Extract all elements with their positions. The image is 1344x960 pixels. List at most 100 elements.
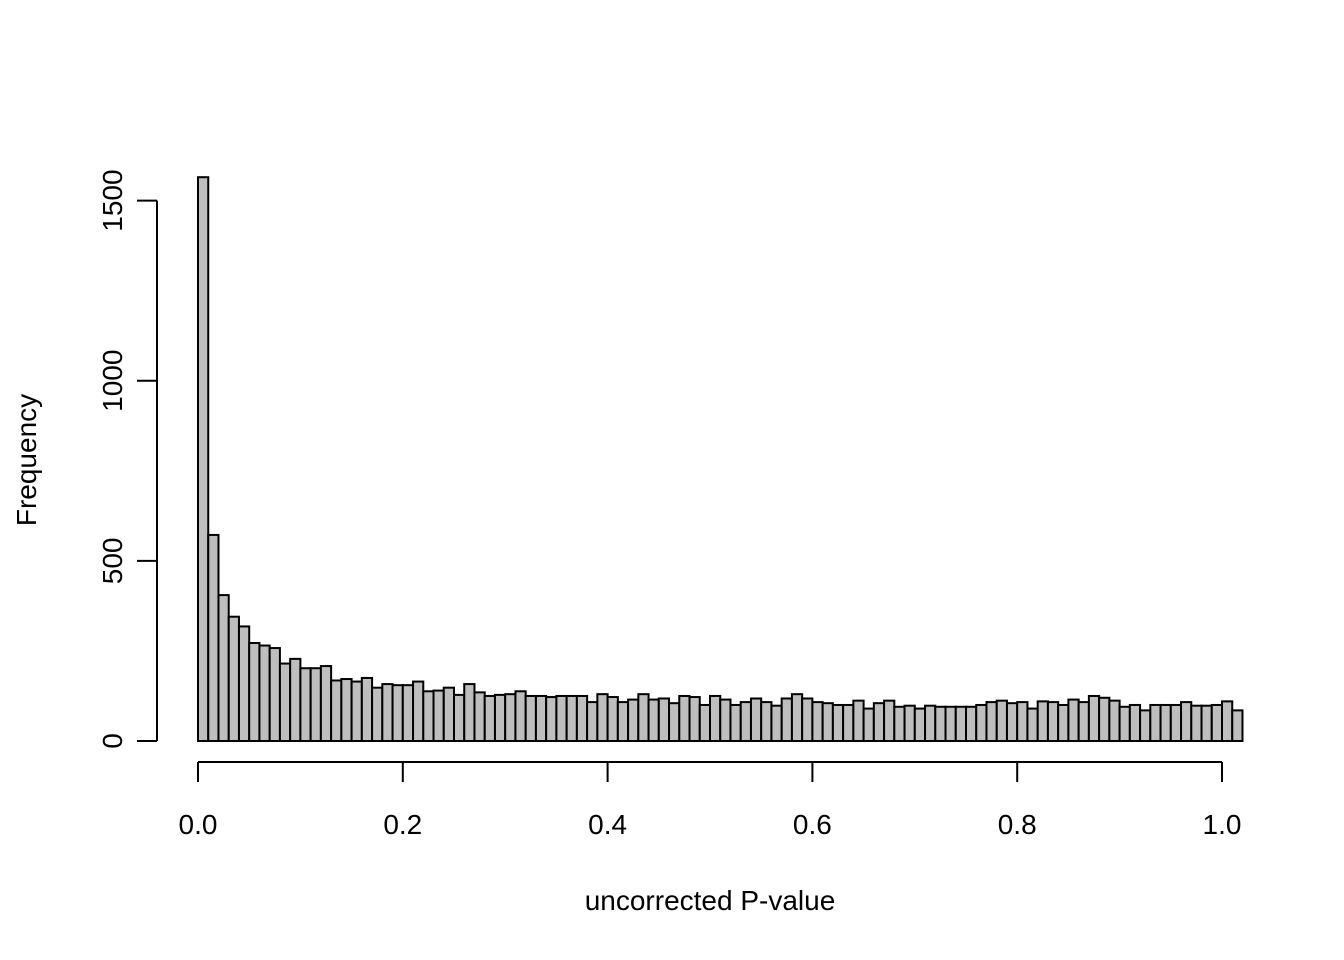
histogram-bar	[1210, 703, 1224, 743]
histogram-bar	[545, 696, 558, 742]
histogram-bar	[319, 665, 333, 742]
histogram-bar	[698, 703, 712, 743]
histogram-bar	[657, 697, 671, 743]
histogram-bar	[371, 686, 384, 743]
histogram-bar	[770, 704, 783, 743]
histogram-bar	[934, 705, 947, 742]
histogram-bar	[493, 693, 507, 743]
y-tick-label: 1500	[97, 169, 128, 231]
histogram-bar	[524, 694, 537, 743]
histogram-bar	[995, 699, 1008, 743]
histogram-bar	[1200, 704, 1213, 743]
histogram-bar	[391, 684, 404, 743]
histogram-bar	[442, 686, 456, 743]
histogram-bar	[913, 707, 927, 742]
histogram-bar	[227, 615, 240, 743]
y-tick-label: 500	[97, 538, 128, 585]
x-tick-label: 0.8	[998, 809, 1037, 840]
histogram-bar	[289, 657, 302, 742]
histogram-bar	[954, 705, 968, 742]
histogram-bar	[678, 694, 691, 743]
histogram-bar	[1087, 694, 1101, 743]
histogram-bar	[237, 625, 251, 743]
histogram-bar	[278, 662, 292, 742]
histogram-bar	[1231, 709, 1244, 743]
x-tick-label: 0.4	[588, 809, 627, 840]
histogram-bar	[719, 698, 732, 742]
histogram-bar	[1046, 701, 1060, 742]
x-axis-label: uncorrected P-value	[585, 885, 836, 916]
histogram-bar	[801, 697, 814, 743]
histogram-bar	[965, 705, 978, 742]
x-tick-label: 0.2	[383, 809, 422, 840]
histogram-bar	[842, 703, 855, 743]
histogram-bar	[1159, 703, 1172, 743]
histogram-bar	[268, 647, 281, 742]
histogram-bar	[606, 696, 619, 742]
histogram-bar	[586, 701, 599, 742]
histogram-bar	[780, 697, 793, 743]
histogram-bar	[1139, 709, 1152, 743]
y-ticks-layer: 0 500 1000 1500	[97, 169, 157, 749]
x-ticks-layer: 0.0 0.2 0.4 0.6 0.8 1.0	[179, 762, 1242, 840]
histogram-bar	[893, 705, 906, 742]
histogram-bar	[647, 698, 660, 742]
histogram-bar	[1190, 704, 1203, 743]
histogram-bar	[862, 707, 875, 742]
histogram-bar	[1026, 707, 1039, 742]
histogram-bar	[1221, 700, 1234, 742]
histogram-bar	[729, 703, 742, 743]
histogram-bar	[565, 694, 578, 743]
histogram-bar	[1180, 701, 1193, 742]
histogram-bar	[453, 693, 466, 743]
histogram-bar	[217, 594, 230, 742]
histogram-bar	[248, 642, 261, 742]
histogram-bar	[514, 690, 527, 742]
histogram-bar	[473, 691, 486, 742]
histogram-bar	[1169, 703, 1183, 743]
histogram-bar	[299, 667, 312, 743]
histogram-bar	[1098, 696, 1111, 742]
histogram-bar	[1067, 698, 1080, 742]
histogram-bar	[883, 699, 896, 743]
histogram-bar	[852, 699, 865, 743]
histogram-bar	[258, 644, 271, 742]
histogram-bar	[432, 689, 445, 742]
histogram-bar	[1108, 699, 1121, 743]
histogram-bar	[790, 693, 804, 743]
y-axis-label: Frequency	[11, 394, 42, 526]
histogram-bar	[821, 702, 834, 743]
histogram-bar	[504, 693, 517, 743]
histogram-bar	[483, 694, 496, 743]
histogram-bar	[709, 694, 722, 743]
histogram-bar	[811, 701, 824, 742]
histogram-bar	[831, 703, 845, 743]
histogram-bar	[749, 697, 763, 743]
histogram-bar	[534, 694, 548, 743]
histogram-bar	[872, 702, 886, 743]
histogram-bar	[1005, 702, 1019, 743]
histogram-bar	[944, 705, 957, 742]
histogram-bar	[760, 701, 773, 742]
histogram-bar	[975, 703, 988, 743]
histogram-bar	[627, 698, 640, 742]
histogram-bar	[1036, 700, 1049, 742]
histogram-bar	[575, 694, 589, 743]
histogram-bar	[1118, 705, 1131, 742]
histogram-bar	[596, 693, 609, 743]
histogram-bar	[985, 701, 998, 742]
histogram-bar	[207, 533, 220, 743]
histogram-bar	[381, 683, 394, 742]
y-tick-label: 1000	[97, 350, 128, 412]
histogram-bar	[1057, 703, 1070, 743]
bars-layer	[197, 176, 1244, 743]
histogram-bar	[668, 702, 681, 743]
x-tick-label: 1.0	[1203, 809, 1242, 840]
histogram-bar	[197, 176, 210, 742]
x-tick-label: 0.6	[793, 809, 832, 840]
histogram-bar	[739, 701, 752, 742]
histogram-bar	[924, 704, 937, 743]
histogram-bar	[555, 694, 568, 743]
histogram-bar	[1016, 701, 1029, 742]
